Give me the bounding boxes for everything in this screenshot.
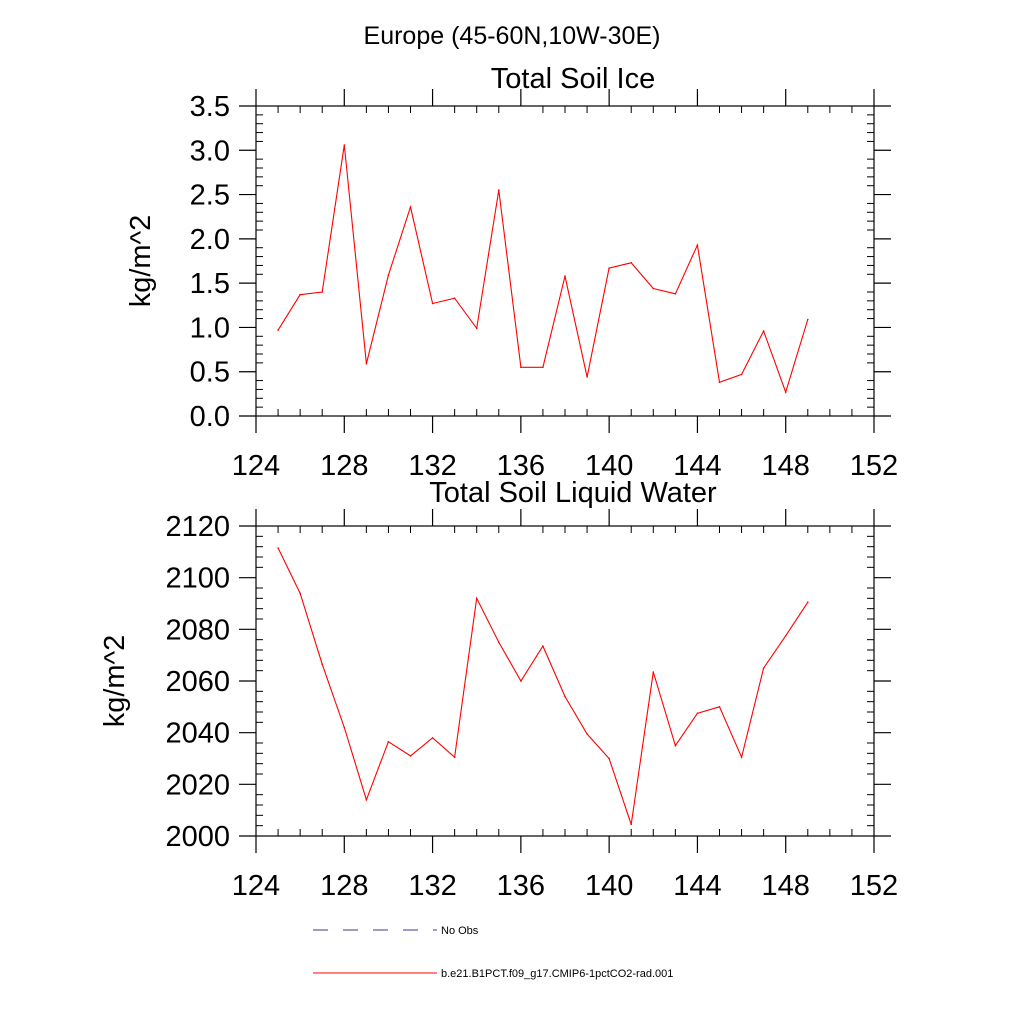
y-tick-label: 2080 — [165, 614, 230, 646]
plot-frame — [255, 105, 875, 417]
data-point — [762, 667, 765, 669]
data-point — [409, 206, 412, 208]
data-point — [387, 274, 390, 277]
legend-label: b.e21.B1PCT.f09_g17.CMIP6-1pctCO2-rad.00… — [441, 968, 673, 980]
data-point — [784, 391, 787, 393]
data-point — [520, 366, 522, 369]
data-point — [630, 823, 632, 826]
legend-item-2: b.e21.B1PCT.f09_g17.CMIP6-1pctCO2-rad.00… — [313, 968, 673, 980]
legend-item-1: No Obs — [313, 925, 479, 937]
data-point — [652, 287, 655, 290]
y-axis-label: kg/m^2 — [99, 635, 131, 728]
data-point — [586, 733, 588, 735]
data-point — [343, 144, 346, 146]
data-point — [475, 327, 478, 330]
x-tick-label: 148 — [762, 450, 810, 482]
data-point — [674, 293, 677, 295]
data-point — [586, 376, 588, 378]
chart-title: Total Soil Ice — [491, 63, 655, 95]
y-tick-label: 2.5 — [190, 180, 230, 212]
y-tick-label: 2120 — [165, 511, 230, 543]
data-point — [321, 663, 324, 665]
y-tick-label: 2060 — [165, 666, 230, 698]
data-point — [696, 244, 699, 246]
data-point — [453, 756, 456, 758]
data-point — [542, 366, 544, 369]
data-point — [652, 671, 655, 673]
data-point — [674, 744, 677, 747]
x-tick-label: 136 — [497, 870, 545, 902]
data-point — [807, 601, 809, 603]
plot-frame — [255, 525, 875, 837]
legend-label: No Obs — [441, 925, 479, 937]
data-point — [431, 302, 434, 305]
data-point — [409, 755, 412, 757]
data-point — [343, 726, 346, 729]
data-point — [608, 757, 610, 760]
data-point — [475, 597, 478, 600]
x-tick-label: 144 — [673, 870, 721, 902]
data-point — [718, 706, 721, 708]
y-tick-label: 2040 — [165, 718, 230, 750]
y-tick-label: 2100 — [165, 563, 230, 595]
data-point — [762, 330, 765, 332]
chart-panel-2: Total Soil Liquid Water kg/m^2 124 128 132 13… — [99, 477, 898, 902]
data-point — [740, 373, 743, 376]
data-point — [564, 695, 566, 698]
y-tick-label: 2.0 — [190, 224, 230, 256]
data-point — [542, 645, 544, 647]
x-tick-label: 140 — [585, 450, 633, 482]
data-point — [696, 712, 699, 715]
x-tick-label: 148 — [762, 870, 810, 902]
x-tick-label: 124 — [232, 450, 280, 482]
data-point — [498, 641, 500, 644]
data-point — [520, 680, 522, 682]
y-axis-label: kg/m^2 — [125, 215, 157, 308]
chart-title: Total Soil Liquid Water — [429, 477, 717, 509]
x-tick-label: 128 — [320, 870, 368, 902]
data-point — [498, 189, 500, 191]
data-point — [608, 267, 610, 269]
series-line — [277, 144, 809, 394]
y-tick-label: 3.0 — [190, 135, 230, 167]
chart-panel-1: Total Soil Ice kg/m^2 124 128 132 136 140 144 14… — [125, 63, 898, 482]
data-point — [277, 547, 279, 549]
x-tick-label: 140 — [585, 870, 633, 902]
x-tick-label: 132 — [408, 450, 456, 482]
x-tick-label: 144 — [673, 450, 721, 482]
data-point — [564, 275, 566, 277]
x-tick-label: 152 — [850, 450, 898, 482]
legend: No Obs b.e21.B1PCT.f09_g17.CMIP6-1pctCO2-… — [313, 925, 673, 980]
data-point — [431, 737, 434, 739]
figure-title: Europe (45-60N,10W-30E) — [364, 22, 661, 50]
data-point — [299, 592, 301, 594]
data-point — [365, 362, 368, 365]
x-tick-label: 132 — [408, 870, 456, 902]
y-tick-label: 1.5 — [190, 268, 230, 300]
y-tick-label: 2000 — [165, 821, 230, 853]
y-tick-label: 0.0 — [190, 401, 230, 433]
series-line — [277, 547, 809, 825]
y-tick-label: 2020 — [165, 769, 230, 801]
y-tick-label: 1.0 — [190, 312, 230, 344]
data-point — [277, 329, 279, 331]
y-tick-label: 0.5 — [190, 357, 230, 389]
x-tick-label: 136 — [497, 450, 545, 482]
panels: Total Soil Ice kg/m^2 124 128 132 136 140 144 14… — [99, 63, 898, 902]
data-point — [387, 740, 390, 743]
data-point — [784, 635, 787, 637]
data-point — [718, 381, 721, 384]
y-tick-label: 3.5 — [190, 91, 230, 123]
x-tick-label: 124 — [232, 870, 280, 902]
data-point — [630, 262, 632, 264]
data-point — [740, 756, 743, 758]
data-point — [321, 291, 324, 293]
data-point — [453, 297, 456, 300]
data-point — [365, 799, 368, 801]
x-tick-label: 152 — [850, 870, 898, 902]
data-point — [299, 293, 301, 296]
data-point — [807, 318, 809, 321]
x-tick-label: 128 — [320, 450, 368, 482]
